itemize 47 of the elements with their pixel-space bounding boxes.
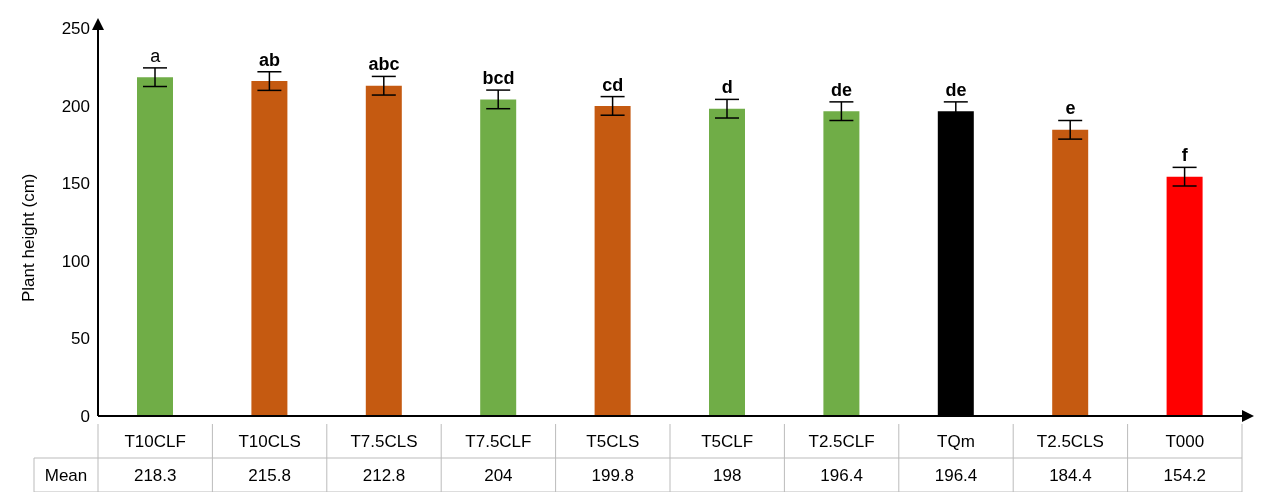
annotation: bcd — [482, 68, 515, 89]
data-label: 218.3 — [133, 466, 177, 485]
y-tick-label: 150 — [61, 174, 90, 194]
x-tick-label: T000 — [1165, 432, 1205, 451]
bar — [1052, 129, 1089, 416]
data-label: 198 — [713, 466, 742, 485]
data-label: 199.8 — [591, 466, 635, 485]
y-axis-title: Plant height (cm) — [19, 173, 39, 302]
data-label: 196.4 — [934, 466, 978, 485]
y-tick-label: 50 — [71, 329, 90, 349]
text: Mean — [44, 466, 88, 485]
x-tick-label: T2.5CLS — [1036, 432, 1104, 451]
data-label: 196.4 — [820, 466, 863, 485]
bar — [594, 105, 631, 416]
bar — [480, 99, 517, 416]
bar — [709, 108, 745, 416]
y-tick-label: 100 — [61, 251, 90, 271]
x-tick-label: T10CLF — [124, 432, 186, 451]
data-label: 204 — [484, 466, 513, 485]
data-label: 212.8 — [362, 466, 406, 485]
annotation: cd — [602, 74, 624, 95]
bar — [1166, 176, 1203, 416]
annotation: de — [831, 79, 853, 100]
data-label: 215.8 — [248, 466, 291, 485]
y-tick-label: 200 — [61, 96, 90, 116]
bar — [137, 77, 173, 416]
annotation: f — [1181, 145, 1189, 166]
annotation: abc — [368, 54, 400, 75]
x-tick-label: T10CLS — [238, 432, 301, 451]
x-tick-label: T5CLS — [586, 432, 640, 451]
bar — [823, 111, 860, 416]
data-label: 184.4 — [1049, 466, 1092, 485]
y-tick-label: 250 — [61, 19, 90, 39]
annotation: e — [1065, 98, 1076, 119]
x-tick-label: TQm — [937, 432, 975, 451]
x-tick-label: T5CLF — [701, 432, 754, 451]
y-tick-label: 0 — [80, 407, 90, 427]
annotation: de — [945, 79, 967, 100]
annotation: d — [721, 77, 733, 98]
x-tick-label: T2.5CLF — [808, 432, 875, 451]
x-tick-label: T7.5CLF — [465, 432, 532, 451]
annotation: ab — [259, 49, 281, 70]
bar — [251, 81, 288, 416]
x-tick-label: T7.5CLS — [350, 432, 418, 451]
data-label: 154.2 — [1163, 466, 1207, 485]
annotation: a — [150, 45, 162, 66]
bar — [365, 85, 402, 416]
